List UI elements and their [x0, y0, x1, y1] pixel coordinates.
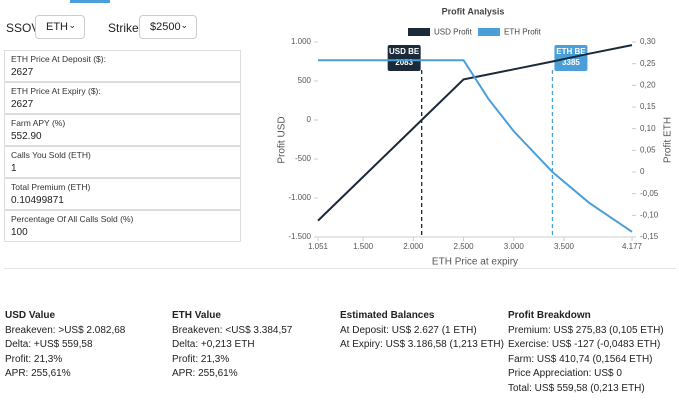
summary-line: At Deposit: US$ 2.627 (1 ETH)	[340, 324, 477, 336]
x-axis-label: ETH Price at expiry	[432, 257, 518, 268]
field-label: Calls You Sold (ETH)	[11, 150, 91, 160]
legend-swatch	[478, 28, 500, 36]
y-tick-label: 1.000	[291, 37, 312, 46]
annotation-label: ETH BE	[556, 47, 586, 56]
field-label: ETH Price At Deposit ($):	[11, 54, 106, 64]
strike-select[interactable]: $2500 ⌄	[139, 15, 197, 39]
input-field[interactable]: Farm APY (%) 552.90	[4, 114, 241, 146]
series-line	[318, 59, 633, 233]
summary-line: Profit: 21,3%	[5, 353, 63, 365]
input-field[interactable]: Calls You Sold (ETH) 1	[4, 146, 241, 178]
legend-label: USD Profit	[434, 28, 473, 37]
summary-line: At Expiry: US$ 3.186,58 (1,213 ETH)	[340, 339, 504, 350]
y2-tick-label: 0,10	[640, 124, 656, 133]
field-value: 100	[11, 227, 28, 238]
x-tick-label: 2.000	[403, 242, 424, 251]
summary-column: Estimated Balances At Deposit: US$ 2.627 …	[340, 309, 504, 353]
y2-tick-label: -0,05	[640, 189, 659, 198]
annotation-value: 3385	[562, 58, 580, 67]
summary-title: ETH Value	[172, 310, 221, 321]
legend-label: ETH Profit	[504, 28, 542, 37]
y2-tick-label: 0,15	[640, 102, 656, 111]
y-tick-label: 0	[307, 115, 312, 124]
summary-line: Profit: 21,3%	[172, 353, 230, 365]
summary-line: Exercise: US$ -127 (-0,0483 ETH)	[508, 339, 661, 350]
summary-line: Premium: US$ 275,83 (0,105 ETH)	[508, 324, 664, 336]
field-label: Percentage Of All Calls Sold (%)	[11, 214, 134, 224]
summary-line: Price Appreciation: US$ 0	[508, 368, 622, 379]
summary-line: Breakeven: >US$ 2.082,68	[5, 324, 126, 336]
field-value: 2627	[11, 99, 34, 110]
x-tick-label: 4.177	[622, 242, 643, 251]
input-field[interactable]: ETH Price At Deposit ($): 2627	[4, 50, 241, 82]
input-field[interactable]: ETH Price At Expiry ($): 2627	[4, 82, 241, 114]
summary-line: APR: 255,61%	[5, 368, 71, 379]
y-tick-label: -1.000	[288, 193, 311, 202]
summary-line: Delta: +0,213 ETH	[172, 339, 255, 350]
caret: ⌄	[180, 20, 188, 30]
y2-tick-label: 0,25	[640, 59, 656, 68]
input-field[interactable]: Total Premium (ETH) 0.10499871	[4, 178, 241, 210]
field-value: 2627	[11, 67, 34, 78]
field-value: 0.10499871	[11, 195, 64, 206]
asset-label: SSOV	[6, 21, 40, 35]
caret: ⌄	[68, 20, 76, 30]
x-tick-label: 3.500	[554, 242, 575, 251]
legend-swatch	[408, 28, 430, 36]
summary-title: Profit Breakdown	[508, 310, 591, 321]
annotation-value: 2083	[395, 58, 413, 67]
asset-select[interactable]: ETH ⌄	[35, 15, 85, 39]
y2-tick-label: -0,10	[640, 210, 659, 219]
summary-line: Breakeven: <US$ 3.384,57	[172, 324, 293, 336]
y-tick-label: 500	[298, 76, 312, 85]
y2-tick-label: 0	[640, 167, 645, 176]
summary-line: Delta: +US$ 559,58	[5, 339, 93, 350]
input-field[interactable]: Percentage Of All Calls Sold (%) 100	[4, 210, 241, 242]
y-tick-label: -1.500	[288, 232, 311, 241]
y-axis-label: Profit USD	[277, 116, 288, 163]
y2-tick-label: 0,30	[640, 37, 656, 46]
divider	[4, 268, 676, 269]
summary-title: Estimated Balances	[340, 310, 435, 321]
asset-value: ETH	[46, 21, 68, 33]
x-tick-label: 2.500	[454, 242, 475, 251]
series-line	[317, 44, 633, 222]
tab-indicator	[70, 0, 110, 3]
y-tick-label: -500	[295, 154, 312, 163]
y2-tick-label: 0,05	[640, 145, 656, 154]
y2-tick-label: -0,15	[640, 232, 659, 241]
summary-line: APR: 255,61%	[172, 368, 238, 379]
strike-label: Strike	[108, 21, 139, 35]
chart: Profit Analysis ETH Price at expiry Prof…	[277, 6, 674, 268]
summary-column: Profit Breakdown Premium: US$ 275,83 (0,1…	[508, 309, 664, 396]
field-label: Total Premium (ETH)	[11, 182, 91, 192]
summary-column: USD Value Breakeven: >US$ 2.082,68 Delta: …	[5, 309, 125, 382]
x-tick-label: 1.500	[353, 242, 374, 251]
annotation-box	[387, 45, 421, 71]
chart-title: Profit Analysis	[442, 6, 505, 16]
field-label: Farm APY (%)	[11, 118, 66, 128]
field-value: 1	[11, 163, 17, 174]
x-tick-label: 1.051	[308, 242, 329, 251]
strike-value: $2500	[150, 21, 181, 33]
annotation-label: USD BE	[389, 47, 420, 56]
field-label: ETH Price At Expiry ($):	[11, 86, 101, 96]
summary-line: Total: US$ 559,58 (0,213 ETH)	[508, 382, 645, 394]
x-tick-label: 3.000	[504, 242, 525, 251]
y2-axis-label: Profit ETH	[663, 117, 674, 163]
field-value: 552.90	[11, 131, 42, 142]
summary-title: USD Value	[5, 310, 56, 321]
summary-column: ETH Value Breakeven: <US$ 3.384,57 Delta: …	[172, 309, 292, 382]
summary-line: Farm: US$ 410,74 (0,1564 ETH)	[508, 353, 653, 365]
y2-tick-label: 0,20	[640, 80, 656, 89]
